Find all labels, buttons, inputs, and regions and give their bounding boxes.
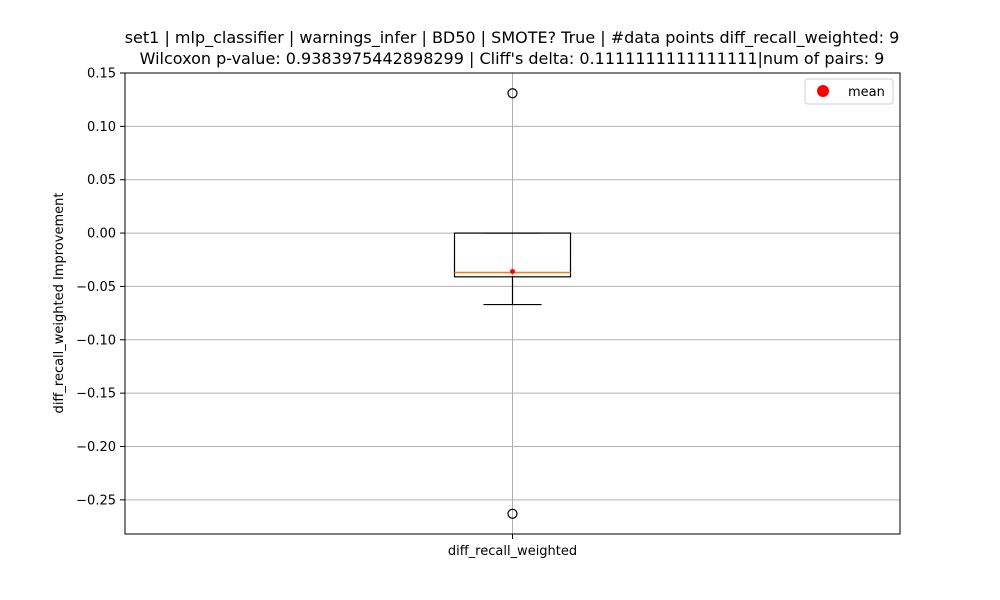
box-body: [453, 232, 572, 278]
legend-mean-marker: [817, 85, 829, 97]
legend-mean-label: mean: [848, 85, 885, 100]
y-tick-label: 0.05: [87, 173, 116, 188]
y-tick-label: −0.20: [76, 440, 116, 455]
y-tick-label: 0.15: [87, 67, 116, 82]
y-tick-label: −0.25: [76, 493, 116, 508]
box-mean-marker: [510, 268, 515, 274]
x-tick-label: diff_recall_weighted: [448, 544, 577, 559]
legend-frame: [804, 78, 894, 105]
y-tick-label: 0.00: [87, 227, 116, 242]
y-tick-label: 0.10: [87, 120, 116, 135]
chart-title-line-2: Wilcoxon p-value: 0.9383975442898299 | C…: [140, 49, 885, 68]
y-tick-label: −0.10: [76, 333, 116, 348]
box-outlier: [507, 88, 518, 99]
y-axis-label: diff_recall_weighted Improvement: [52, 193, 67, 414]
y-tick-label: −0.15: [76, 387, 116, 402]
box-outlier: [507, 508, 518, 519]
y-tick-label: −0.05: [76, 280, 116, 295]
legend: mean: [804, 78, 894, 105]
chart-title-line-1: set1 | mlp_classifier | warnings_infer |…: [125, 28, 900, 48]
